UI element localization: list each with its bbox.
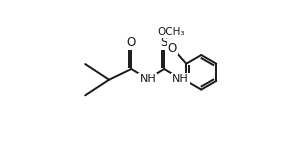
Text: NH: NH	[172, 74, 189, 84]
Text: S: S	[160, 36, 168, 49]
Text: NH: NH	[139, 74, 156, 84]
Text: O: O	[127, 36, 136, 49]
Text: OCH₃: OCH₃	[158, 27, 185, 37]
Text: O: O	[168, 42, 177, 54]
